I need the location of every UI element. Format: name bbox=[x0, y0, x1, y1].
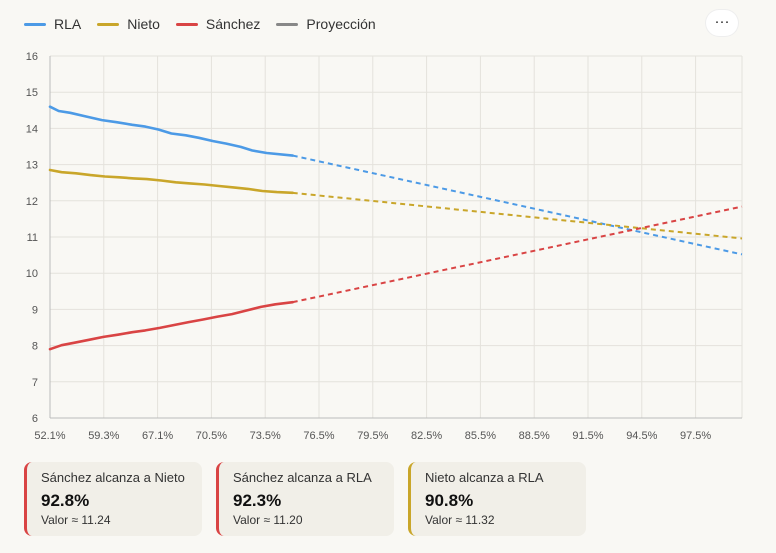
x-tick-label: 76.5% bbox=[303, 430, 334, 442]
x-tick-label: 91.5% bbox=[572, 430, 603, 442]
x-tick-label: 70.5% bbox=[196, 430, 227, 442]
y-tick-label: 9 bbox=[32, 304, 38, 316]
x-tick-label: 97.5% bbox=[680, 430, 711, 442]
y-tick-label: 7 bbox=[32, 377, 38, 389]
x-tick-label: 79.5% bbox=[357, 430, 388, 442]
legend-item-sanchez[interactable]: Sánchez bbox=[175, 16, 261, 32]
legend-item-nieto[interactable]: Nieto bbox=[97, 16, 160, 32]
y-tick-label: 6 bbox=[32, 413, 38, 425]
legend-label-rla: RLA bbox=[54, 16, 82, 32]
y-tick-label: 11 bbox=[27, 232, 38, 244]
card-value: 90.8% bbox=[425, 491, 474, 510]
line-chart: 6 7 8 9 10 11 12 13 14 15 16 52.1% 59.3% 67.1% 70.5% 73… bbox=[26, 51, 743, 442]
crossover-card-nieto-rla: Nieto alcanza a RLA 90.8% Valor ≈ 11.32 bbox=[408, 462, 586, 536]
x-tick-label: 94.5% bbox=[626, 430, 657, 442]
y-tick-label: 10 bbox=[26, 268, 38, 280]
x-tick-label: 67.1% bbox=[142, 430, 173, 442]
crossover-card-sanchez-rla: Sánchez alcanza a RLA 92.3% Valor ≈ 11.2… bbox=[216, 462, 394, 536]
crossover-card-sanchez-nieto: Sánchez alcanza a Nieto 92.8% Valor ≈ 11… bbox=[24, 462, 202, 536]
chart-legend: RLA Nieto Sánchez Proyección bbox=[24, 16, 376, 32]
card-title: Sánchez alcanza a RLA bbox=[233, 470, 372, 485]
y-tick-label: 12 bbox=[26, 196, 38, 208]
x-tick-label: 73.5% bbox=[250, 430, 281, 442]
y-tick-label: 16 bbox=[26, 51, 38, 63]
series-line-sanchez bbox=[48, 300, 295, 351]
legend-swatch-rla bbox=[24, 22, 46, 26]
legend-swatch-proyeccion bbox=[276, 22, 299, 26]
legend-item-rla[interactable]: RLA bbox=[24, 16, 81, 32]
more-icon: ··· bbox=[714, 13, 730, 30]
legend-label-sanchez: Sánchez bbox=[205, 16, 261, 32]
y-tick-label: 15 bbox=[26, 87, 38, 99]
y-tick-label: 14 bbox=[26, 123, 38, 135]
x-tick-label: 82.5% bbox=[411, 430, 442, 442]
legend-swatch-nieto bbox=[97, 22, 120, 26]
y-tick-label: 13 bbox=[26, 160, 38, 172]
projection-line-sanchez bbox=[292, 205, 743, 304]
card-subvalue: Valor ≈ 11.24 bbox=[41, 513, 111, 527]
legend-item-proyeccion[interactable]: Proyección bbox=[276, 16, 376, 32]
series-line-nieto bbox=[48, 168, 295, 195]
projection-line-nieto bbox=[292, 191, 743, 240]
legend-label-nieto: Nieto bbox=[127, 16, 160, 32]
card-value: 92.8% bbox=[41, 491, 90, 510]
legend-label-proyeccion: Proyección bbox=[306, 16, 376, 32]
legend-swatch-sanchez bbox=[175, 22, 198, 26]
card-subvalue: Valor ≈ 11.20 bbox=[233, 513, 303, 527]
x-tick-label: 59.3% bbox=[88, 430, 119, 442]
x-tick-label: 85.5% bbox=[465, 430, 496, 442]
card-subvalue: Valor ≈ 11.32 bbox=[425, 513, 495, 527]
more-options-button[interactable]: ··· bbox=[706, 10, 738, 36]
series-line-rla bbox=[48, 105, 295, 157]
card-title: Sánchez alcanza a Nieto bbox=[41, 470, 185, 485]
x-tick-label: 52.1% bbox=[34, 430, 65, 442]
x-tick-label: 88.5% bbox=[519, 430, 550, 442]
card-value: 92.3% bbox=[233, 491, 282, 510]
y-tick-label: 8 bbox=[32, 341, 38, 353]
card-title: Nieto alcanza a RLA bbox=[425, 470, 544, 485]
projection-line-rla bbox=[292, 154, 743, 256]
